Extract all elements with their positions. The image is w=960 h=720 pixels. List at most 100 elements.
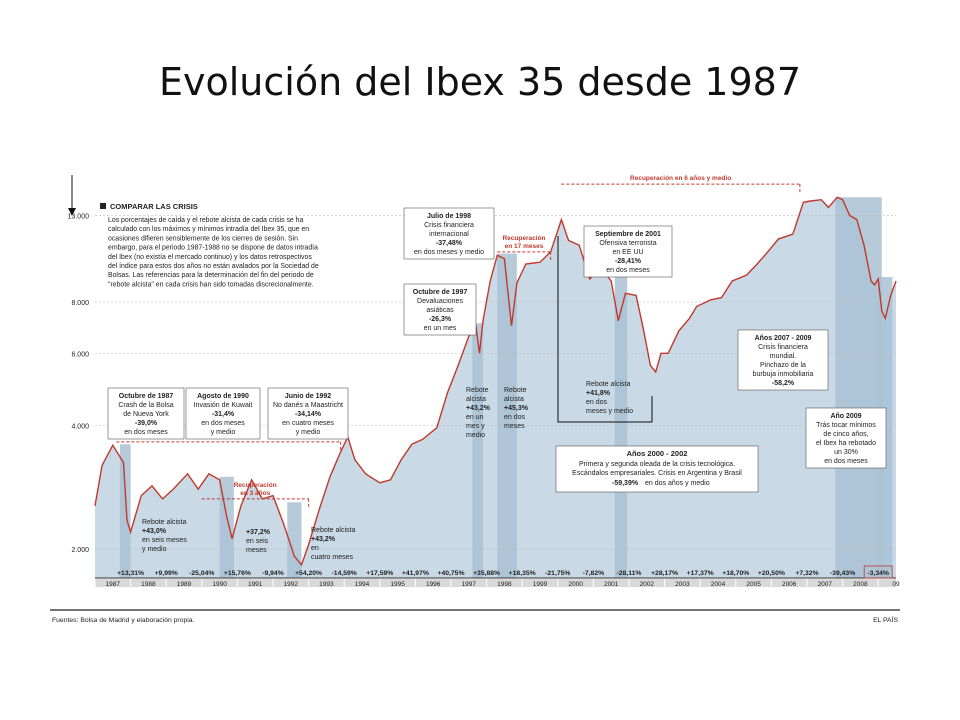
annotation-text: Invasión de Kuwait bbox=[194, 402, 253, 409]
annotation-box bbox=[583, 225, 673, 278]
compare-text: embargo, para el periodo 1987-1988 no se… bbox=[108, 245, 318, 252]
annual-change: -9,94% bbox=[262, 570, 284, 577]
rebound-text: Rebote alcista bbox=[142, 519, 186, 526]
crisis-box bbox=[472, 323, 484, 578]
rebound-text: +45,3% bbox=[504, 405, 529, 412]
compare-text: "rebote alcista" en cada crisis han sido… bbox=[108, 281, 314, 288]
rebound-text: Rebote bbox=[466, 387, 489, 394]
annual-change: +9,99% bbox=[155, 570, 178, 577]
annual-change: -7,82% bbox=[583, 570, 605, 577]
crisis-2000-line: Primera y segunda oleada de la crisis te… bbox=[579, 461, 735, 468]
annual-change: +17,59% bbox=[366, 570, 393, 577]
annotation-text: -37,48% bbox=[436, 240, 463, 247]
crisis-box bbox=[614, 271, 628, 578]
rebound-text: cuatro meses bbox=[311, 554, 354, 561]
annotation-text: -31,4% bbox=[212, 411, 235, 418]
rebound-text: en bbox=[311, 545, 319, 552]
y-tick-label: 4.000 bbox=[71, 424, 89, 431]
annual-change: +18,35% bbox=[509, 570, 536, 577]
year-label: 1992 bbox=[284, 581, 299, 588]
annotation-text: -39,0% bbox=[135, 420, 158, 427]
annotation-text: Crash de la Bolsa bbox=[118, 402, 173, 409]
compare-text: Los porcentajes de caída y el rebote alc… bbox=[108, 217, 304, 224]
annotation-text: Crisis financiera bbox=[424, 222, 474, 229]
annotation-box bbox=[403, 283, 477, 336]
annotation-text: -58,2% bbox=[772, 380, 795, 387]
crisis-box bbox=[497, 253, 517, 579]
annotation-text: -26,3% bbox=[429, 316, 452, 323]
rebound-text: +43,2% bbox=[311, 536, 336, 543]
year-label: 2008 bbox=[853, 581, 868, 588]
year-label: 1989 bbox=[177, 581, 192, 588]
annual-change: -39,43% bbox=[830, 570, 855, 577]
annotation-text: No danés a Maastricht bbox=[273, 402, 343, 409]
crisis-box bbox=[119, 444, 131, 578]
year-label: 1995 bbox=[390, 581, 405, 588]
year-label: 2007 bbox=[818, 581, 833, 588]
crisis-boxes bbox=[119, 197, 893, 579]
annotation-box bbox=[805, 407, 887, 469]
annotation-text: y medio bbox=[296, 429, 321, 436]
annotation-text: y medio bbox=[211, 429, 236, 436]
crisis-2000-bracket bbox=[557, 236, 653, 423]
recovery-label: Recuperación en 6 años y medio bbox=[630, 175, 731, 182]
annotation-text: Trás tocar mínimos bbox=[816, 422, 876, 429]
year-label: 1994 bbox=[355, 581, 370, 588]
annual-change: +17,37% bbox=[687, 570, 714, 577]
annotation-text: Octubre de 1987 bbox=[119, 393, 174, 400]
year-label: 2000 bbox=[568, 581, 583, 588]
rebound-text: Rebote alcista bbox=[586, 381, 630, 388]
recovery-label: Recuperación bbox=[234, 482, 277, 489]
rebound-text: Rebote alcista bbox=[311, 527, 355, 534]
rebound-text: +37,2% bbox=[246, 529, 271, 536]
year-label: 2003 bbox=[675, 581, 690, 588]
rebound-text: en un bbox=[466, 414, 484, 421]
axis-arrow-head bbox=[68, 208, 76, 216]
annotation-text: Año 2009 bbox=[830, 413, 861, 420]
annotation-box bbox=[107, 387, 185, 440]
rebound-text: Rebote bbox=[504, 387, 527, 394]
year-label: 2004 bbox=[711, 581, 726, 588]
annotation-box bbox=[737, 329, 829, 391]
y-tick-label: 6.000 bbox=[71, 351, 89, 358]
crisis-box bbox=[835, 197, 882, 578]
annual-change: +40,75% bbox=[437, 570, 464, 577]
footer: Fuentes: Bolsa de Madrid y elaboración p… bbox=[50, 609, 900, 624]
annotation-text: -28,41% bbox=[615, 258, 642, 265]
annotation-text: el Ibex ha rebotado bbox=[816, 440, 876, 447]
compare-text: ocasiones difieren sensiblemente de los … bbox=[108, 235, 298, 242]
recovery-label: en 3 años bbox=[240, 490, 270, 497]
annotation-text: mundial. bbox=[770, 353, 797, 360]
year-label: 1990 bbox=[212, 581, 227, 588]
slide-title: Evolución del Ibex 35 desde 1987 bbox=[158, 60, 801, 104]
annotation-text: Devaluaciones bbox=[417, 298, 463, 305]
year-label: 2006 bbox=[782, 581, 797, 588]
year-label: 1998 bbox=[497, 581, 512, 588]
annual-change: +28,17% bbox=[651, 570, 678, 577]
y-tick-label: 13.000 bbox=[68, 213, 90, 220]
year-label: 1988 bbox=[141, 581, 156, 588]
source-text: Fuentes: Bolsa de Madrid y elaboración p… bbox=[52, 617, 195, 624]
annotation-box bbox=[267, 387, 349, 440]
annotation-text: Ofensiva terrorista bbox=[599, 240, 656, 247]
rebound-text: meses y medio bbox=[586, 408, 633, 415]
annotation-text: Julio de 1998 bbox=[427, 213, 471, 220]
crisis-2000-box bbox=[555, 445, 759, 493]
annual-change: -21,75% bbox=[545, 570, 570, 577]
annotation-text: burbuja inmobiliaria bbox=[753, 371, 814, 378]
year-label: 1993 bbox=[319, 581, 334, 588]
year-label: 2005 bbox=[746, 581, 761, 588]
annotation-text: de Nueva York bbox=[123, 411, 169, 418]
annual-change: +18,70% bbox=[722, 570, 749, 577]
annotation-text: Junio de 1992 bbox=[285, 393, 331, 400]
compare-square bbox=[100, 203, 106, 209]
ibex-line bbox=[94, 196, 897, 567]
y-tick-label: 8.000 bbox=[71, 300, 89, 307]
x-axis-bar bbox=[95, 579, 896, 587]
annotation-text: Pinchazo de la bbox=[760, 362, 806, 369]
rebound-text: medio bbox=[466, 432, 485, 439]
year-label: 09 bbox=[892, 581, 900, 588]
crisis-2000-line: Escándalos empresariales. Crisis en Arge… bbox=[572, 470, 742, 477]
rebound-text: meses bbox=[504, 423, 525, 430]
